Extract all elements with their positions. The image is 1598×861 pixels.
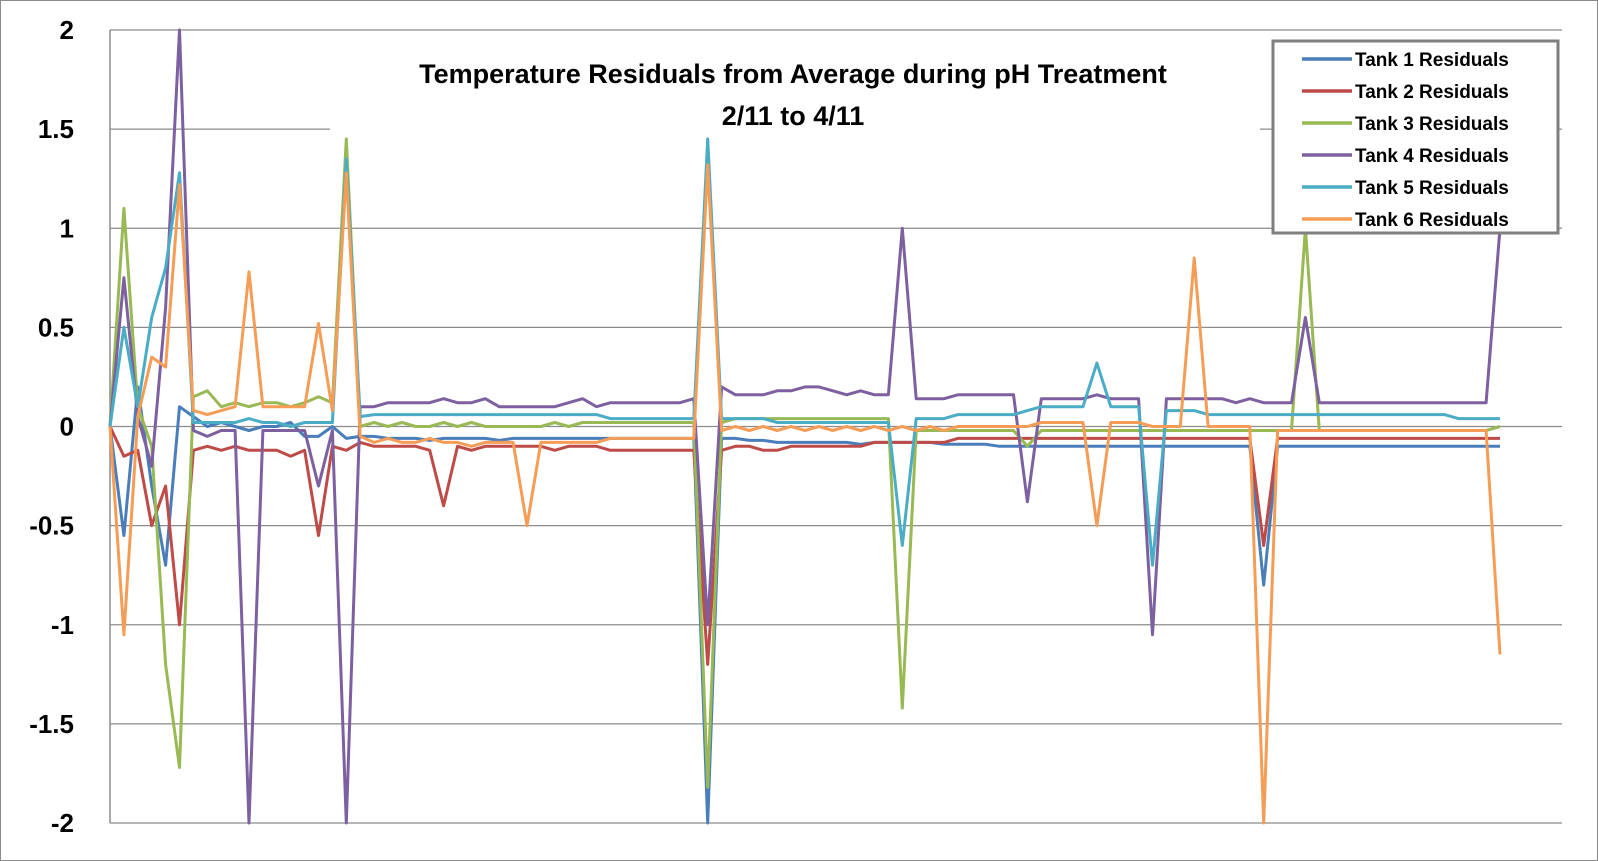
y-tick-labels: 2 1.5 1 0.5 0 -0.5 -1 -1.5 -2: [29, 15, 74, 838]
y-tick-label: 1.5: [38, 114, 74, 144]
y-tick-label: -0.5: [29, 511, 74, 541]
title-background: [330, 52, 1260, 136]
chart-title: Temperature Residuals from Average durin…: [419, 59, 1167, 89]
y-tick-label: -2: [51, 808, 74, 838]
series-line-tank-1: [108, 385, 1500, 825]
y-tick-label: 0.5: [38, 312, 74, 342]
series-layer: [108, 28, 1502, 825]
series-line-tank-2: [108, 425, 1500, 666]
chart-title-group: Temperature Residuals from Average durin…: [330, 52, 1260, 136]
legend-label-tank-1: Tank 1 Residuals: [1355, 50, 1509, 71]
series-line-tank-6: [108, 163, 1502, 825]
chart-subtitle: 2/11 to 4/11: [722, 101, 865, 131]
legend-label-tank-6: Tank 6 Residuals: [1355, 210, 1509, 231]
y-tick-label: 2: [60, 15, 74, 45]
y-tick-label: 1: [60, 213, 74, 243]
legend-label-tank-3: Tank 3 Residuals: [1355, 114, 1509, 135]
legend-label-tank-2: Tank 2 Residuals: [1355, 82, 1509, 103]
y-tick-label: -1: [51, 610, 74, 640]
legend: Tank 1 Residuals Tank 2 Residuals Tank 3 R…: [1271, 39, 1560, 235]
y-tick-label: -1.5: [29, 709, 74, 739]
y-tick-label: 0: [60, 412, 74, 442]
legend-label-tank-5: Tank 5 Residuals: [1355, 178, 1509, 199]
series-line-tank-4: [108, 28, 1502, 825]
legend-label-tank-4: Tank 4 Residuals: [1355, 146, 1509, 167]
legend-box: [1271, 39, 1560, 235]
series-line-tank-3: [108, 137, 1501, 789]
